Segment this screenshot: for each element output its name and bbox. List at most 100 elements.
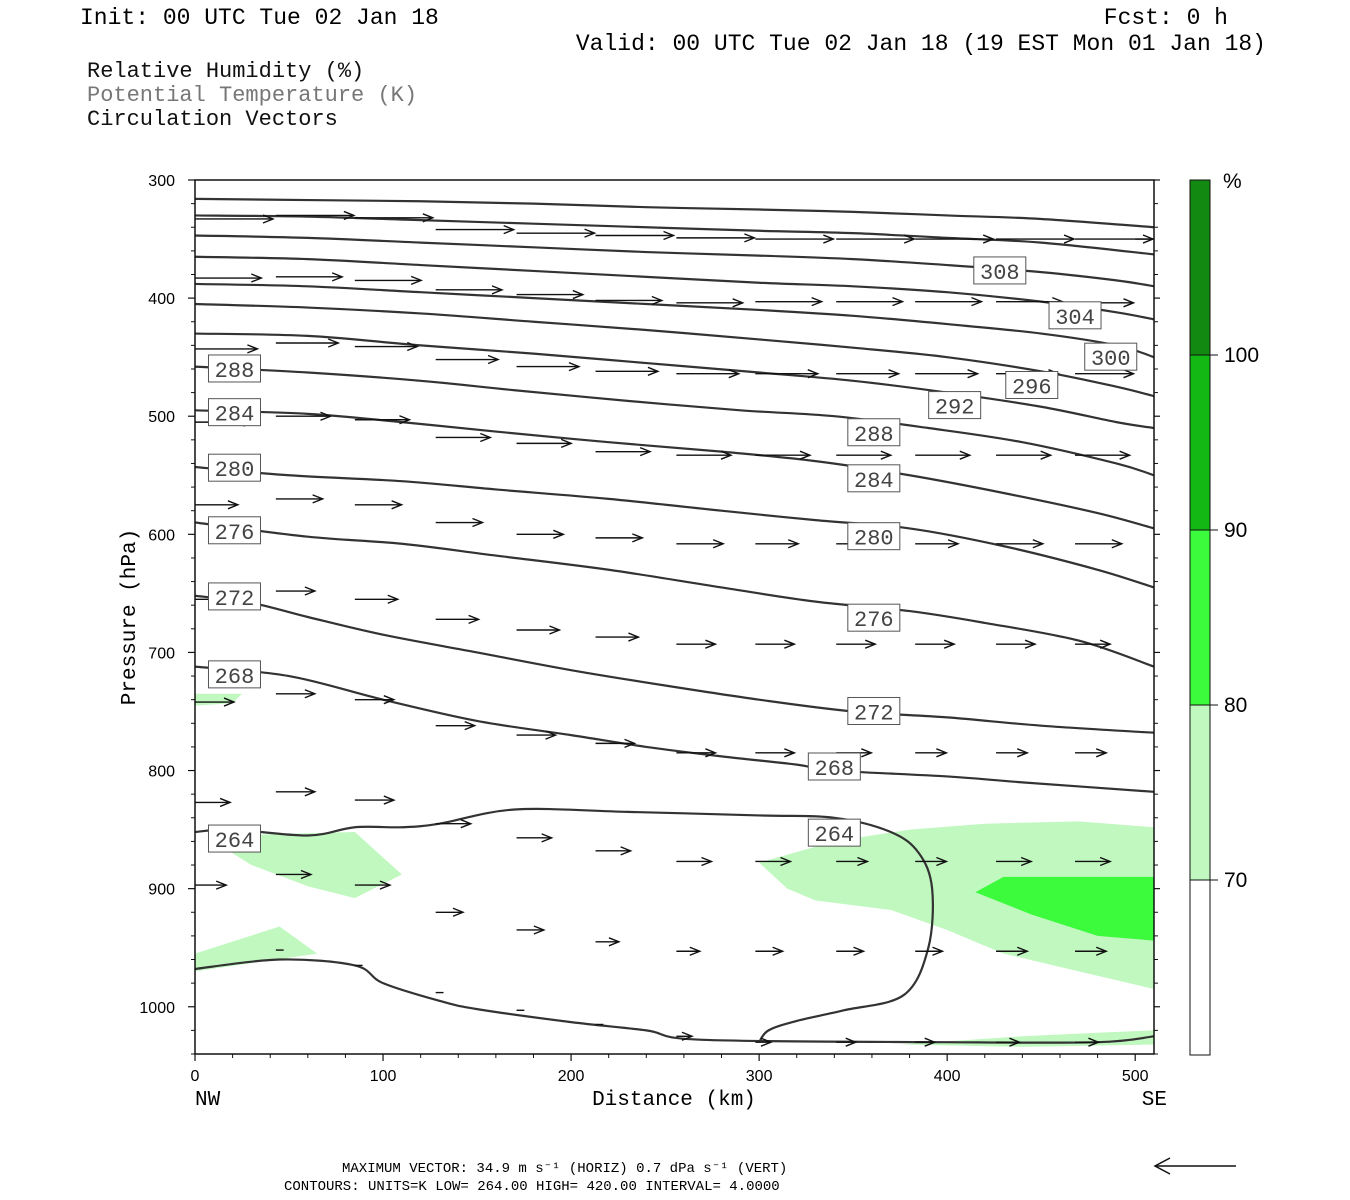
svg-text:268: 268 [815,757,855,782]
circulation-vector [516,289,585,300]
title-circulation-vectors: Circulation Vectors [87,107,338,132]
contour-label: 268 [807,752,861,782]
colorbar-swatch [1189,529,1211,706]
circulation-vector [595,846,633,856]
circulation-vector [195,214,275,224]
circulation-vector [755,856,793,867]
rh-region-2 [195,926,318,972]
contour-label: 276 [847,603,901,633]
contour-label: 268 [207,660,261,690]
circulation-vector [354,500,404,510]
theta-contour-280-5 [195,465,1154,589]
contour-label: 300 [1084,342,1138,372]
theta-contour-unlabeled-13 [195,214,1154,256]
circulation-vector [996,856,1034,867]
y-tick-label: 600 [148,527,175,544]
y-tick-label: 500 [148,409,175,426]
circulation-vector [595,937,621,947]
svg-text:284: 284 [854,469,894,494]
circulation-vector [195,797,232,808]
circulation-vector [836,946,866,956]
circulation-vector [1135,238,1154,240]
circulation-vector [915,297,984,307]
circulation-vector [435,224,516,235]
circulation-vector [755,748,797,758]
circulation-vector [435,285,504,295]
colorbar-level-label: 90 [1224,519,1247,542]
circulation-vector [836,450,893,460]
svg-text:268: 268 [215,665,255,690]
colorbar-level-label: 100 [1224,344,1259,367]
circulation-vector [275,586,317,596]
theta-contour-300-10 [195,282,1154,359]
contour-label: 288 [847,418,901,448]
circulation-vector [1075,856,1113,867]
y-tick-label: 1000 [139,1000,175,1017]
circulation-vector [676,946,702,956]
circulation-vector [275,272,345,282]
colorbar-swatch [1189,879,1211,1056]
theta-contour-284-6 [195,409,1154,530]
x-tick-label: 200 [558,1068,585,1085]
rh-region-0 [195,693,243,706]
circulation-vector [996,946,1030,956]
circulation-vector [595,366,660,376]
circulation-vector [915,234,996,244]
circulation-vector [915,369,980,379]
circulation-vector [836,297,905,307]
rh-region-4 [900,1030,1154,1047]
circulation-vector [915,450,972,460]
circulation-vector [996,1037,1022,1047]
contour-label: 264 [807,818,861,848]
circulation-vector [915,946,945,956]
circulation-vector [275,411,333,421]
circulation-vector [755,297,824,307]
contour-info-note: CONTOURS: UNITS=K LOW= 264.00 HIGH= 420.… [284,1179,780,1195]
title-relative-humidity: Relative Humidity (%) [87,59,364,84]
circulation-vector [1075,539,1124,549]
circulation-vector [755,946,785,956]
circulation-vector [676,748,718,758]
circulation-vectors [195,210,1154,1047]
theta-contour-268-2 [195,665,1154,793]
svg-text:308: 308 [980,261,1020,286]
rh-region-5 [975,876,1154,941]
svg-text:288: 288 [854,423,894,448]
circulation-vector [435,354,500,365]
circulation-vector [275,494,325,504]
circulation-vector [435,614,481,625]
svg-text:272: 272 [215,587,255,612]
circulation-vector [1075,369,1136,379]
contour-labels: 288 284 280 276 272 268 264 308 304 300 296 292 288 2… [207,256,1138,854]
circulation-vector [354,795,396,805]
theta-contour-unlabeled-14 [195,197,1154,229]
circulation-vector [275,210,356,221]
x-end-label-nw: NW [195,1089,221,1112]
circulation-vector [275,338,341,348]
circulation-vector [676,369,741,379]
theta-contour-272-3 [195,594,1154,734]
circulation-vector [836,639,878,649]
rh-region-1 [228,831,402,899]
circulation-vector [435,517,485,528]
circulation-vector [516,925,546,935]
contour-label: 288 [207,354,261,384]
circulation-vector [595,632,641,642]
contour-label: 308 [973,256,1027,286]
circulation-vector [915,856,949,867]
circulation-vector [836,369,901,379]
circulation-vector [435,907,465,917]
circulation-vector [836,234,917,244]
circulation-vector [676,856,714,867]
circulation-vector [354,275,424,286]
max-vector-note: MAXIMUM VECTOR: 34.9 m s⁻¹ (HORIZ) 0.7 d… [342,1161,787,1177]
rh-shading [195,693,1154,1047]
circulation-vector [354,880,392,890]
circulation-vector [595,230,676,241]
y-tick-label: 800 [148,764,175,781]
title-potential-temperature: Potential Temperature (K) [87,83,417,108]
svg-text:272: 272 [854,701,894,726]
plot-frame [194,179,1155,1055]
circulation-vector [354,594,400,604]
